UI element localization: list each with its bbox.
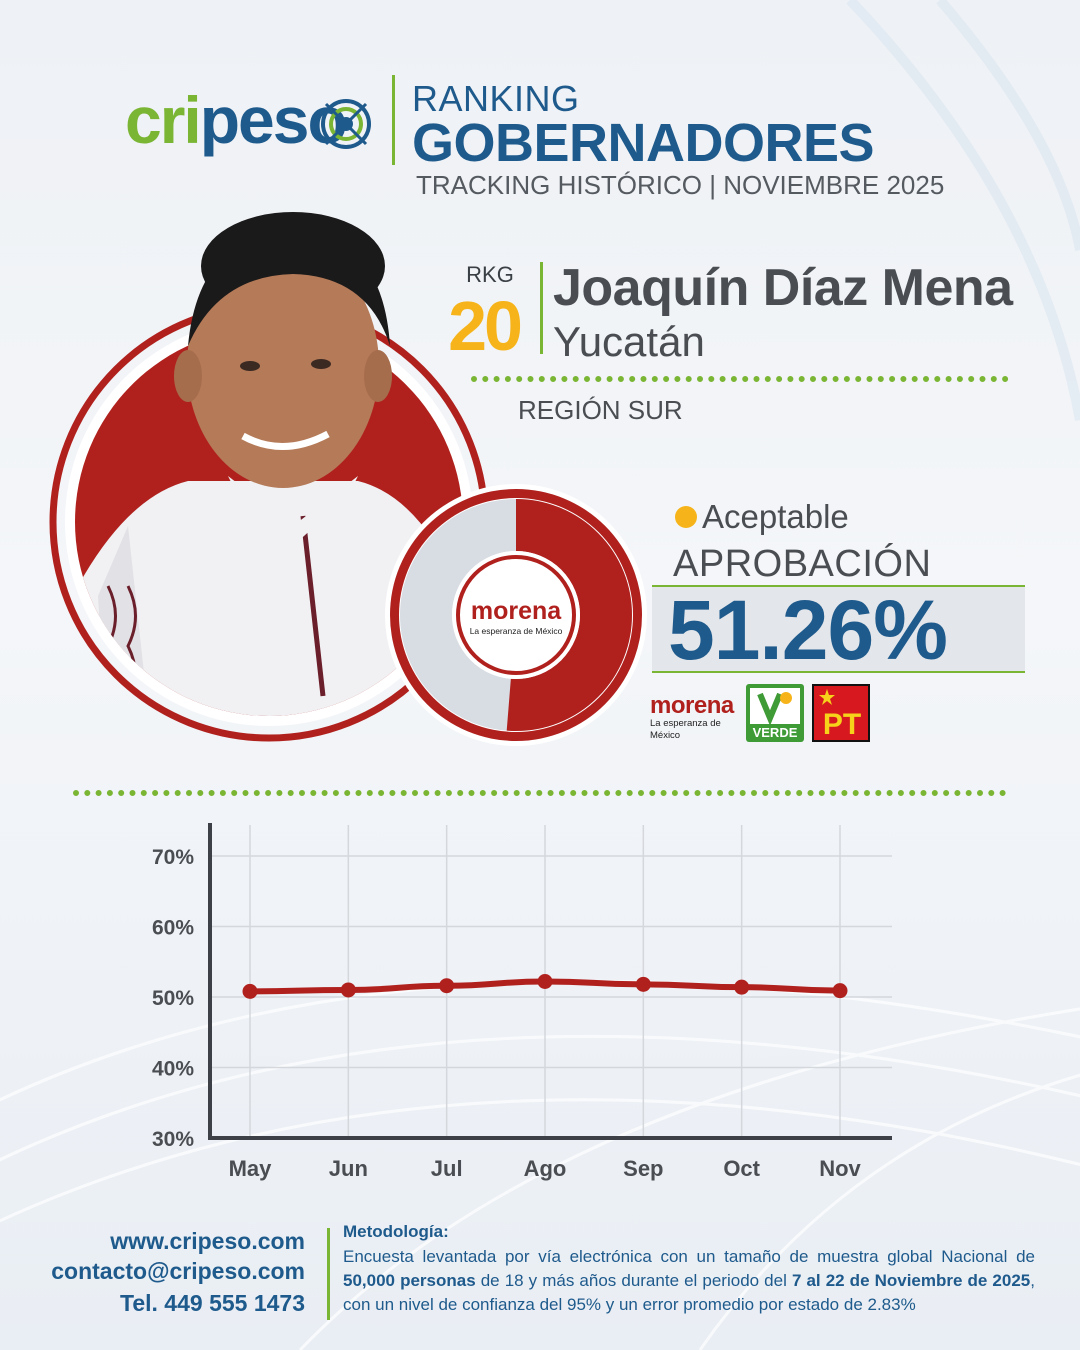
y-tick-label: 40%	[152, 1058, 194, 1081]
x-tick-label: Oct	[723, 1156, 760, 1181]
governor-state: Yucatán	[553, 318, 705, 365]
verde-logo-label: VERDE	[753, 725, 798, 740]
target-icon	[321, 99, 371, 149]
status-label: Aceptable	[702, 498, 849, 535]
rank-label: RKG	[466, 262, 514, 287]
methodology-period: 7 al 22 de Noviembre de 2025	[791, 1271, 1031, 1290]
methodology-text: Encuesta levantada por vía electrónica c…	[343, 1245, 1035, 1317]
y-tick-label: 50%	[152, 987, 194, 1010]
y-tick-label: 30%	[152, 1128, 194, 1151]
dotted-divider-top	[471, 376, 1009, 382]
header-divider	[392, 75, 395, 165]
pt-logo: PT	[812, 684, 870, 742]
header-title-small: RANKING	[412, 78, 580, 119]
verde-logo: VERDE	[746, 684, 804, 742]
cripeso-logo: cripeso	[125, 82, 375, 162]
approval-value: 51.26%	[668, 583, 948, 677]
morena-logo: morena La esperanza de México	[650, 692, 742, 742]
status-dot-icon	[675, 506, 697, 528]
header-subtitle: TRACKING HISTÓRICO | NOVIEMBRE 2025	[416, 170, 945, 200]
data-point	[635, 976, 651, 992]
website-link[interactable]: www.cripeso.com	[110, 1228, 305, 1254]
data-point	[439, 978, 455, 994]
methodology-part3: , con un nivel de confianza del 95% y un…	[343, 1271, 1035, 1314]
y-tick-label: 70%	[152, 846, 194, 869]
region-label: REGIÓN SUR	[518, 395, 683, 425]
x-tick-label: Ago	[524, 1156, 567, 1181]
data-point	[832, 983, 848, 999]
methodology-title: Metodología:	[343, 1222, 449, 1241]
x-tick-label: Sep	[623, 1156, 663, 1181]
methodology-sample: 50,000 personas	[343, 1271, 476, 1290]
pt-logo-label: PT	[823, 708, 861, 741]
footer-divider	[327, 1228, 330, 1320]
donut-party-tagline: La esperanza de México	[470, 626, 563, 636]
phone-number: Tel. 449 555 1473	[120, 1290, 305, 1316]
morena-logo-name: morena	[650, 692, 734, 719]
approval-band	[652, 585, 1025, 673]
logo-text-part1: cri	[125, 83, 202, 157]
approval-donut: morena La esperanza de México	[385, 484, 647, 746]
x-tick-label: Jul	[431, 1156, 463, 1181]
governor-name: Joaquín Díaz Mena	[553, 259, 1013, 317]
data-point	[734, 979, 750, 995]
donut-fill-arc	[400, 499, 632, 731]
rank-number: 20	[448, 287, 523, 365]
name-divider	[540, 262, 543, 354]
methodology-part2: de 18 y más años durante el periodo del	[475, 1271, 792, 1290]
email-link[interactable]: contacto@cripeso.com	[51, 1258, 305, 1284]
data-point	[242, 983, 258, 999]
y-tick-label: 60%	[152, 917, 194, 940]
data-point	[537, 974, 553, 989]
x-tick-label: Nov	[819, 1156, 861, 1181]
x-tick-label: May	[229, 1156, 273, 1181]
header-title-big: GOBERNADORES	[412, 113, 875, 173]
approval-line-chart: 30% 40% 50% 60% 70% May Jun Jul Ago Sep Oct Nov	[152, 823, 892, 1181]
morena-logo-tagline: La esperanza de México	[650, 718, 721, 741]
approval-label: APROBACIÓN	[673, 543, 932, 585]
x-tick-label: Jun	[329, 1156, 368, 1181]
data-point	[340, 982, 356, 998]
donut-party-name: morena	[471, 597, 562, 625]
methodology-part1: Encuesta levantada por vía electrónica c…	[343, 1247, 1035, 1266]
dotted-divider-mid	[73, 790, 1006, 796]
